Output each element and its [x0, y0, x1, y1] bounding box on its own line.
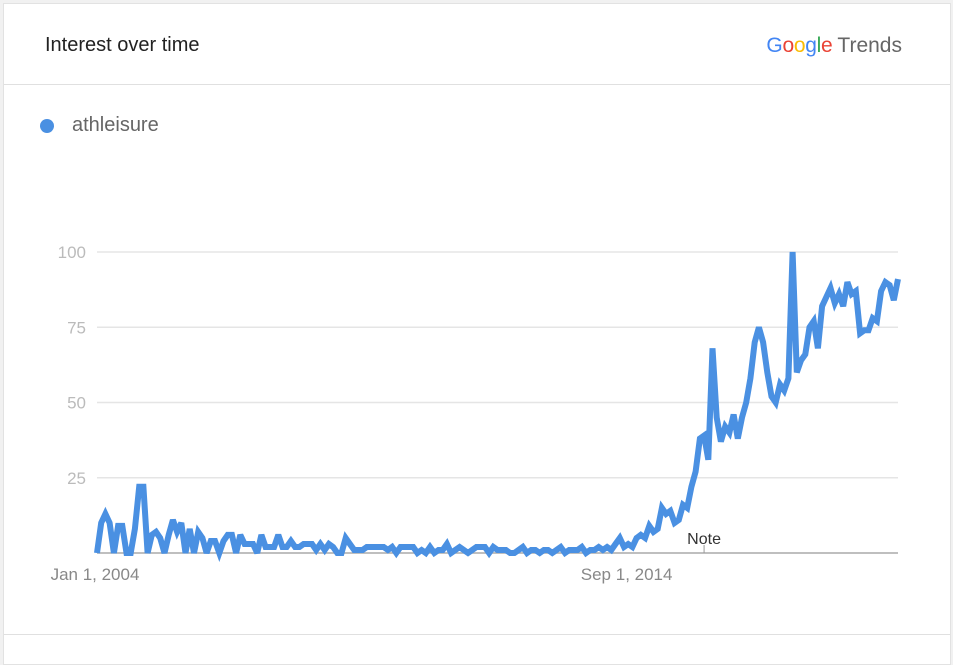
header-divider — [4, 84, 950, 85]
chart-title: Interest over time — [45, 34, 200, 56]
trends-logo-text: Trends — [837, 34, 902, 57]
legend-label: athleisure — [72, 114, 159, 136]
y-tick-label: 25 — [67, 469, 86, 488]
series-line-athleisure — [94, 251, 901, 562]
legend-dot — [40, 118, 54, 133]
footer-divider — [4, 634, 950, 635]
y-tick-label: 50 — [67, 394, 86, 413]
y-tick-label: 75 — [67, 318, 86, 337]
google-logo-text: Google — [766, 34, 833, 57]
google-trends-logo: Google Trends — [766, 34, 902, 58]
y-tick-label: 100 — [58, 243, 86, 262]
x-tick-label: Jan 1, 2004 — [51, 565, 140, 584]
x-tick-label: Sep 1, 2014 — [581, 565, 673, 584]
line-chart[interactable]: 25 50 75 100 Jan 1, 2004 Sep 1, 2014 Note — [0, 0, 953, 641]
legend[interactable]: athleisure — [40, 114, 159, 137]
note-annotation: Note — [687, 531, 721, 548]
